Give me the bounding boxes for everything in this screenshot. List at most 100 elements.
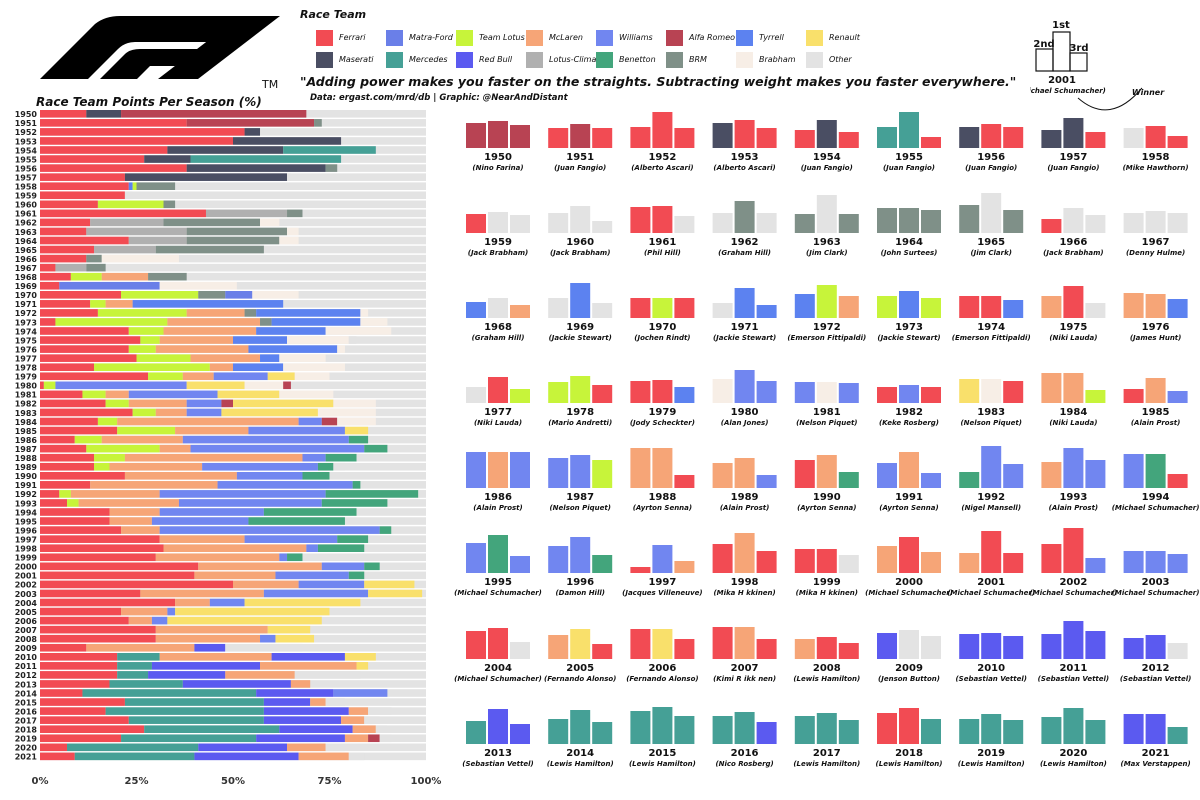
podium-bar <box>959 296 980 318</box>
podium-bar <box>1041 219 1062 233</box>
podium-year: 2001 <box>1048 75 1076 86</box>
bar-segment <box>317 462 334 471</box>
panel-year: 2012 <box>1142 663 1170 674</box>
bar-segment <box>260 218 280 227</box>
y-tick-label: 1954 <box>15 146 38 155</box>
bar-segment <box>40 462 95 471</box>
y-tick-label: 1968 <box>15 273 38 282</box>
x-tick-label: 50% <box>221 776 245 787</box>
y-tick-label: 1997 <box>15 535 37 544</box>
y-tick-label: 1952 <box>15 128 37 137</box>
podium-bar <box>1085 720 1106 744</box>
y-tick-label: 1972 <box>15 309 37 318</box>
bar-segment <box>148 671 226 679</box>
panel-driver: (Michael Schumacher) <box>454 589 542 597</box>
bar-segment <box>244 128 261 136</box>
bar-segment <box>40 417 98 426</box>
y-tick-label: 1970 <box>15 291 38 300</box>
bar-segment <box>40 236 129 245</box>
bar-segment <box>40 146 168 154</box>
bar-segment <box>209 363 233 371</box>
podium-bar <box>921 210 941 233</box>
bar-segment <box>186 227 288 236</box>
podium-bar <box>652 112 673 148</box>
bar-segment <box>74 435 102 444</box>
panel-year: 1991 <box>895 492 923 503</box>
podium-bar <box>816 549 837 573</box>
podium-bar <box>838 296 859 318</box>
podium-bar <box>838 643 859 659</box>
podium-bar <box>548 635 569 659</box>
bar-segment <box>128 236 187 245</box>
panel-year: 2011 <box>1059 663 1087 674</box>
bar-segment <box>155 553 280 562</box>
panel-year: 1954 <box>813 152 841 163</box>
podium-bar <box>592 460 613 488</box>
bar-segment <box>101 272 149 281</box>
bar-segment <box>109 462 203 471</box>
panel-year: 2015 <box>648 748 676 759</box>
panel-year: 1962 <box>731 237 759 248</box>
bar-segment <box>364 716 380 724</box>
podium-bar <box>794 382 815 403</box>
panel-year: 2014 <box>566 748 594 759</box>
panel-driver: (Niki Lauda) <box>1049 419 1097 427</box>
panel-driver: (Alain Prost) <box>1131 419 1180 427</box>
y-tick-label: 2004 <box>15 599 38 608</box>
bar-segment <box>109 508 160 516</box>
bar-segment <box>163 218 261 227</box>
y-tick-label: 1988 <box>15 454 38 463</box>
podium-bar <box>630 711 651 744</box>
panel-driver: (Alain Prost) <box>1049 504 1098 512</box>
panel-year: 2018 <box>895 748 923 759</box>
podium-bar <box>1167 474 1188 488</box>
y-tick-label: 2018 <box>15 726 38 735</box>
panel-driver: (Max Verstappen) <box>1121 760 1191 768</box>
bar-segment <box>279 725 353 733</box>
podium-bar <box>921 473 941 488</box>
bar-segment <box>155 245 264 254</box>
podium-bar <box>877 546 897 573</box>
panel-year: 1979 <box>648 407 676 418</box>
podium-bar <box>981 379 1002 403</box>
bar-segment <box>105 707 264 715</box>
bar-segment <box>175 598 210 607</box>
panel-year: 2021 <box>1142 748 1170 759</box>
podium-bar <box>510 642 530 659</box>
podium-bar <box>548 213 569 233</box>
bar-segment <box>236 472 303 480</box>
panel-year: 1985 <box>1142 407 1170 418</box>
bar-segment <box>121 526 160 534</box>
panel-driver: (Jochen Rindt) <box>634 334 690 342</box>
panel-year: 1964 <box>895 237 923 248</box>
podium-bar <box>1041 462 1062 488</box>
bar-segment <box>82 390 106 399</box>
bar-segment <box>121 734 257 743</box>
bar-segment <box>90 481 218 489</box>
bar-segment <box>140 589 264 598</box>
panel-year: 1988 <box>648 492 676 503</box>
bar-segment <box>190 444 365 453</box>
panel-year: 1998 <box>731 577 759 588</box>
panel-year: 1967 <box>1142 237 1170 248</box>
bar-segment <box>325 490 419 498</box>
podium-bar <box>1041 373 1062 403</box>
legend-swatch <box>456 52 473 68</box>
bar-segment <box>40 643 87 652</box>
podium-bar <box>466 387 486 403</box>
podium-bar <box>877 633 897 659</box>
bar-segment <box>40 263 56 272</box>
legend-item: Williams <box>596 30 664 48</box>
y-tick-label: 1958 <box>15 183 38 192</box>
y-tick-label: 1992 <box>15 490 37 499</box>
podium-bar <box>877 296 897 318</box>
y-tick-label: 2011 <box>15 662 38 671</box>
panel-driver: (Sebastian Vettel) <box>955 675 1026 683</box>
podium-bar <box>734 458 755 488</box>
podium-bar <box>466 302 486 318</box>
bar-segment <box>40 653 118 661</box>
podium-bar <box>1123 389 1144 403</box>
podium-bar <box>1085 390 1106 403</box>
bar-segment <box>260 662 357 670</box>
panel-driver: (Sebastian Vettel) <box>1120 675 1191 683</box>
